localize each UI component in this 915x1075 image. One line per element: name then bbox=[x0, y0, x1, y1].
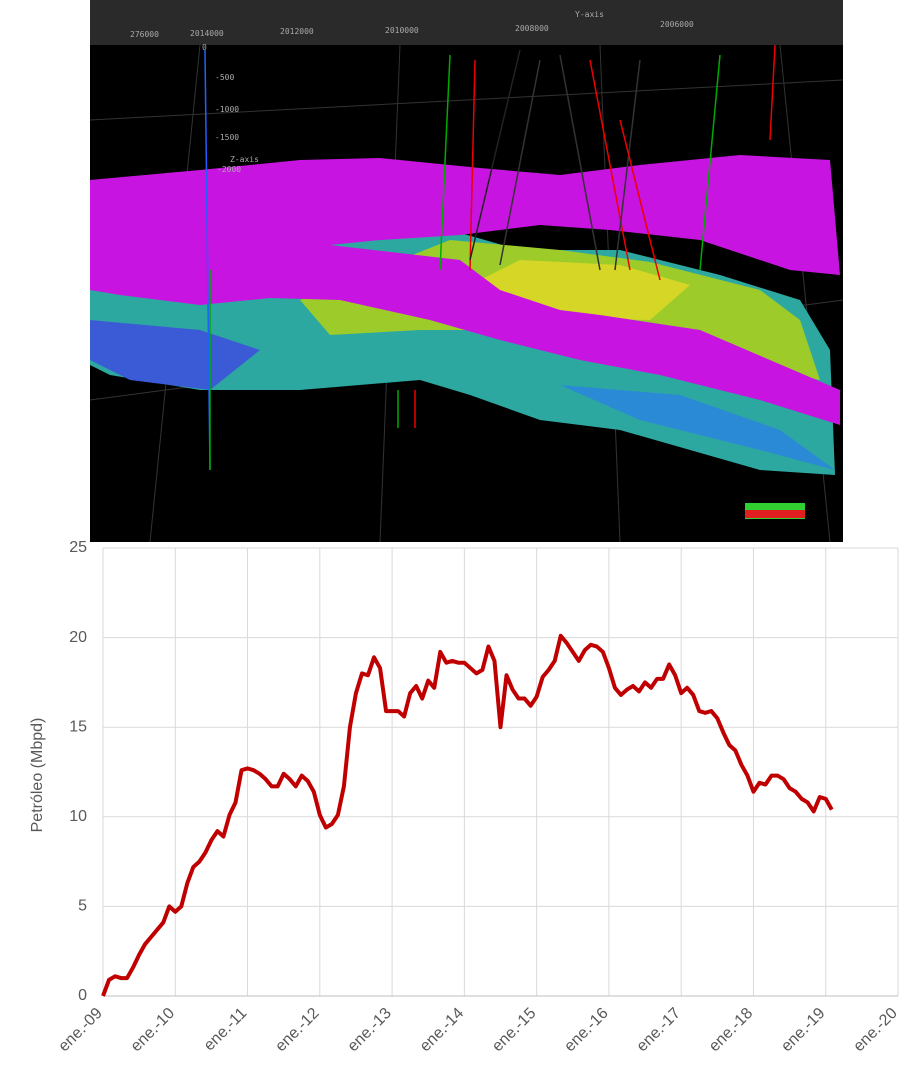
x-tick-label: ene.-18 bbox=[706, 1005, 756, 1055]
render-axis-label: 0 bbox=[202, 43, 207, 52]
figure: Petróleo (Mbpd) Y-axis 276000 2014000 20120… bbox=[0, 0, 915, 1075]
y-tick-label: 0 bbox=[78, 987, 87, 1004]
render-axis-label: -2000 bbox=[217, 165, 241, 174]
compass-block-side bbox=[745, 510, 805, 518]
y-tick-label: 10 bbox=[69, 808, 87, 825]
y-tick-label: 5 bbox=[78, 898, 87, 915]
render-axis-label: 2012000 bbox=[280, 27, 314, 36]
render-axis-label: -1500 bbox=[215, 133, 239, 142]
reservoir-render bbox=[90, 0, 843, 542]
render-axis-label: 2006000 bbox=[660, 20, 694, 29]
x-tick-label: ene.-16 bbox=[561, 1005, 611, 1055]
x-tick-label: ene.-09 bbox=[55, 1005, 105, 1055]
y-tick-label: 20 bbox=[69, 629, 87, 646]
render-axis-label: 276000 bbox=[130, 30, 159, 39]
x-tick-label: ene.-17 bbox=[634, 1005, 684, 1055]
render-axis-label: 2010000 bbox=[385, 26, 419, 35]
x-tick-label: ene.-10 bbox=[128, 1005, 178, 1055]
x-tick-label: ene.-12 bbox=[272, 1005, 322, 1055]
y-axis-label: Petróleo (Mbpd) bbox=[29, 718, 46, 833]
render-axis-label: -1000 bbox=[215, 105, 239, 114]
x-tick-label: ene.-20 bbox=[850, 1005, 900, 1055]
x-tick-label: ene.-19 bbox=[778, 1005, 828, 1055]
x-tick-label: ene.-14 bbox=[417, 1005, 467, 1055]
x-tick-label: ene.-15 bbox=[489, 1005, 539, 1055]
render-axis-label: Z-axis bbox=[230, 155, 259, 164]
page: Petróleo (Mbpd) Y-axis 276000 2014000 20120… bbox=[0, 0, 915, 1075]
y-tick-label: 25 bbox=[69, 539, 87, 556]
x-tick-label: ene.-11 bbox=[201, 1005, 251, 1055]
render-axis-label: 2014000 bbox=[190, 29, 224, 38]
render-axis-label: -500 bbox=[215, 73, 234, 82]
render-axis-label: Y-axis bbox=[575, 10, 604, 19]
render-axis-label: 2008000 bbox=[515, 24, 549, 33]
x-tick-label: ene.-13 bbox=[345, 1005, 395, 1055]
axis-band bbox=[90, 0, 843, 45]
series-line bbox=[103, 636, 832, 996]
y-tick-label: 15 bbox=[69, 718, 87, 735]
